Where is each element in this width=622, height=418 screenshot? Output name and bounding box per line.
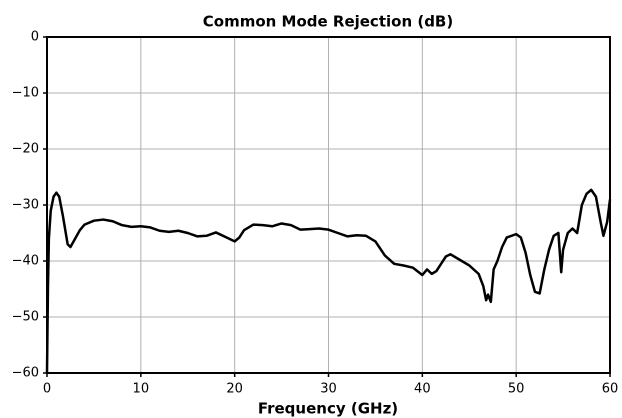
x-tick-label: 10 — [133, 382, 150, 397]
x-tick-label: 20 — [226, 382, 243, 397]
x-tick-label: 30 — [320, 382, 337, 397]
y-tick-label: 0 — [31, 30, 39, 45]
y-tick-label: −10 — [12, 86, 39, 101]
data-line — [45, 188, 612, 374]
plot-frame — [46, 36, 611, 374]
chart-title: Common Mode Rejection (dB) — [203, 13, 453, 31]
x-tick-label: 0 — [43, 382, 51, 397]
y-tick-label: −50 — [12, 310, 39, 325]
y-tick-label: −40 — [12, 254, 39, 269]
x-axis-label: Frequency (GHz) — [258, 400, 398, 418]
y-tick-label: −60 — [12, 366, 39, 381]
x-tick-label: 40 — [414, 382, 431, 397]
y-tick-label: −20 — [12, 142, 39, 157]
x-tick-label: 50 — [508, 382, 525, 397]
y-tick-label: −30 — [12, 198, 39, 213]
x-tick-label: 60 — [602, 382, 619, 397]
